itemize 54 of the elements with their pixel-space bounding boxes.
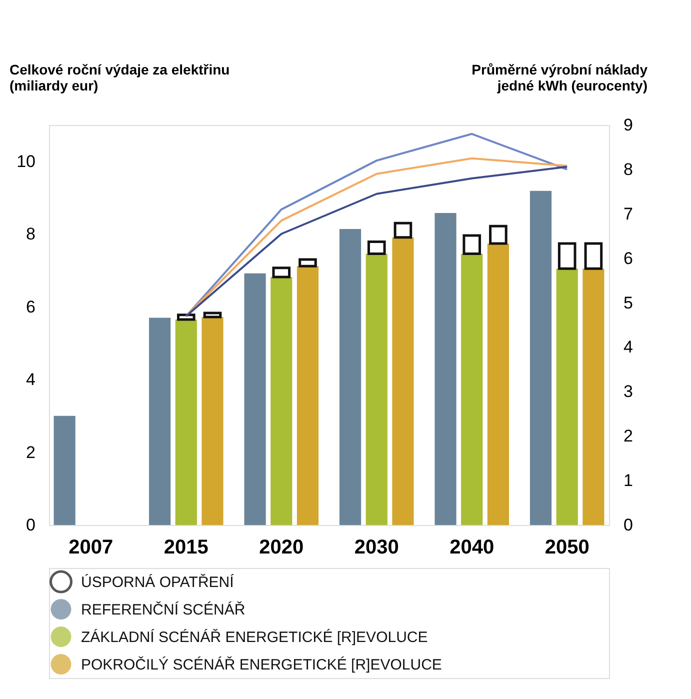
- y2-tick-label: 6: [624, 248, 633, 268]
- bar: [203, 312, 222, 318]
- y2-tick-label: 7: [624, 204, 633, 224]
- y2-tick-label: 3: [624, 382, 633, 402]
- bar: [175, 320, 197, 525]
- y-tick-label: 6: [26, 297, 36, 316]
- bar: [394, 222, 412, 239]
- bar: [584, 242, 603, 270]
- x-tick-label: 2050: [544, 536, 590, 558]
- y-tick-label: 10: [16, 152, 36, 171]
- y2-tick-label: 9: [624, 116, 633, 134]
- bar: [582, 268, 604, 525]
- legend-label: REFERENČNÍ SCÉNÁŘ: [81, 600, 246, 618]
- x-tick-label: 2007: [68, 536, 114, 558]
- bar: [366, 254, 388, 525]
- bar: [54, 416, 76, 525]
- bar: [392, 237, 414, 525]
- legend-label: ZÁKLADNÍ SCÉNÁŘ ENERGETICKÉ [R]EVOLUCE: [81, 628, 428, 646]
- bar: [176, 314, 196, 321]
- bar: [530, 190, 552, 525]
- bar: [244, 273, 266, 525]
- bar: [489, 224, 508, 245]
- bar: [462, 234, 482, 255]
- bar: [296, 266, 319, 525]
- legend-label: POKROČILÝ SCÉNÁŘ ENERGETICKÉ [R]EVOLUCE: [81, 655, 442, 674]
- bar: [487, 244, 509, 525]
- bar: [202, 317, 224, 525]
- y2-tick-label: 2: [624, 426, 633, 446]
- bar: [461, 254, 483, 525]
- y2-tick-label: 4: [624, 338, 633, 357]
- y-tick-label: 8: [26, 224, 36, 244]
- bar: [556, 268, 578, 525]
- y-axis-title: Celkové roční výdaje za elektřinu (miliardy eur): [10, 62, 230, 94]
- x-tick-label: 2015: [164, 536, 208, 558]
- y-tick-label: 2: [26, 442, 36, 462]
- y2-tick-label: 0: [624, 516, 633, 534]
- bar: [434, 213, 456, 525]
- bar: [149, 318, 171, 525]
- x-tick-label: 2020: [259, 536, 304, 558]
- x-tick-label: 2040: [450, 536, 494, 558]
- bar: [298, 258, 317, 268]
- y-tick-label: 0: [26, 516, 36, 534]
- bar: [558, 242, 576, 270]
- bar: [272, 266, 291, 278]
- y2-tick-label: 8: [624, 160, 633, 179]
- x-tick-label: 2030: [354, 536, 399, 558]
- y2-axis-title: Průměrné výrobní náklady jedné kWh (eurocenty): [472, 62, 648, 94]
- bar: [339, 229, 362, 525]
- bar: [270, 277, 292, 525]
- y-tick-label: 4: [26, 370, 36, 390]
- y2-tick-label: 1: [624, 471, 633, 490]
- bar: [367, 240, 386, 255]
- y2-tick-label: 5: [624, 293, 633, 312]
- legend-label: ÚSPORNÁ OPATŘENÍ: [81, 572, 235, 591]
